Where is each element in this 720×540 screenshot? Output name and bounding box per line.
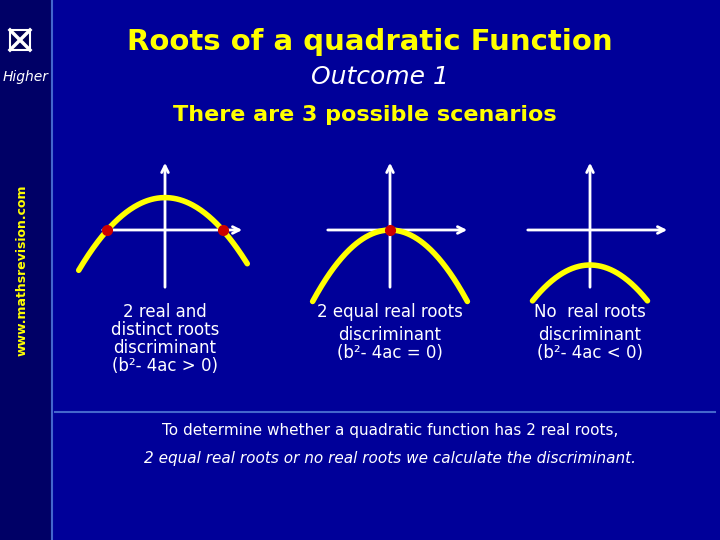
Text: (b²- 4ac > 0): (b²- 4ac > 0) — [112, 357, 218, 375]
Text: Higher: Higher — [3, 70, 49, 84]
Text: distinct roots: distinct roots — [111, 321, 219, 339]
Text: (b²- 4ac < 0): (b²- 4ac < 0) — [537, 344, 643, 362]
Text: 2 real and: 2 real and — [123, 303, 207, 321]
Text: (b²- 4ac = 0): (b²- 4ac = 0) — [337, 344, 443, 362]
Bar — [0, 0, 52, 540]
Text: 2 equal real roots: 2 equal real roots — [317, 303, 463, 321]
Text: discriminant: discriminant — [338, 326, 441, 344]
Text: Outcome 1: Outcome 1 — [311, 65, 449, 89]
Text: No  real roots: No real roots — [534, 303, 646, 321]
Text: Roots of a quadratic Function: Roots of a quadratic Function — [127, 28, 613, 56]
Text: discriminant: discriminant — [114, 339, 217, 357]
Text: 2 equal real roots or no real roots we calculate the discriminant.: 2 equal real roots or no real roots we c… — [144, 450, 636, 465]
Text: To determine whether a quadratic function has 2 real roots,: To determine whether a quadratic functio… — [162, 422, 618, 437]
Bar — [10, 30, 30, 50]
Text: There are 3 possible scenarios: There are 3 possible scenarios — [174, 105, 557, 125]
Text: www.mathsrevision.com: www.mathsrevision.com — [16, 184, 29, 356]
Text: discriminant: discriminant — [539, 326, 642, 344]
